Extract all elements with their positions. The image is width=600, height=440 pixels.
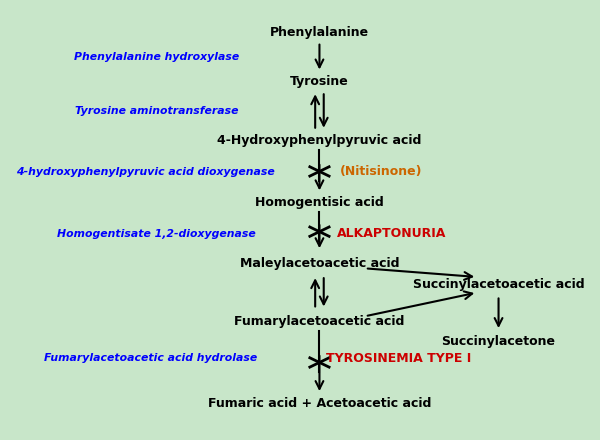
Text: Homogentisate 1,2-dioxygenase: Homogentisate 1,2-dioxygenase [57,229,256,239]
Text: (Nitisinone): (Nitisinone) [340,165,422,178]
Text: 4-hydroxyphenylpyruvic acid dioxygenase: 4-hydroxyphenylpyruvic acid dioxygenase [16,167,275,176]
Text: Fumarylacetoacetic acid: Fumarylacetoacetic acid [234,315,404,328]
Text: Tyrosine aminotransferase: Tyrosine aminotransferase [74,106,238,116]
Text: Phenylalanine hydroxylase: Phenylalanine hydroxylase [74,52,239,62]
Text: TYROSINEMIA TYPE I: TYROSINEMIA TYPE I [326,352,471,365]
Text: Maleylacetoacetic acid: Maleylacetoacetic acid [240,257,399,270]
Text: ALKAPTONURIA: ALKAPTONURIA [337,227,446,240]
Text: Homogentisic acid: Homogentisic acid [255,196,384,209]
Text: Phenylalanine: Phenylalanine [270,26,369,39]
Text: Fumarylacetoacetic acid hydrolase: Fumarylacetoacetic acid hydrolase [44,353,257,363]
Text: Tyrosine: Tyrosine [290,75,349,88]
Text: Succinylacetone: Succinylacetone [442,335,556,348]
Text: Succinylacetoacetic acid: Succinylacetoacetic acid [413,278,584,291]
Text: Fumaric acid + Acetoacetic acid: Fumaric acid + Acetoacetic acid [208,397,431,410]
Text: 4-Hydroxyphenylpyruvic acid: 4-Hydroxyphenylpyruvic acid [217,134,422,147]
